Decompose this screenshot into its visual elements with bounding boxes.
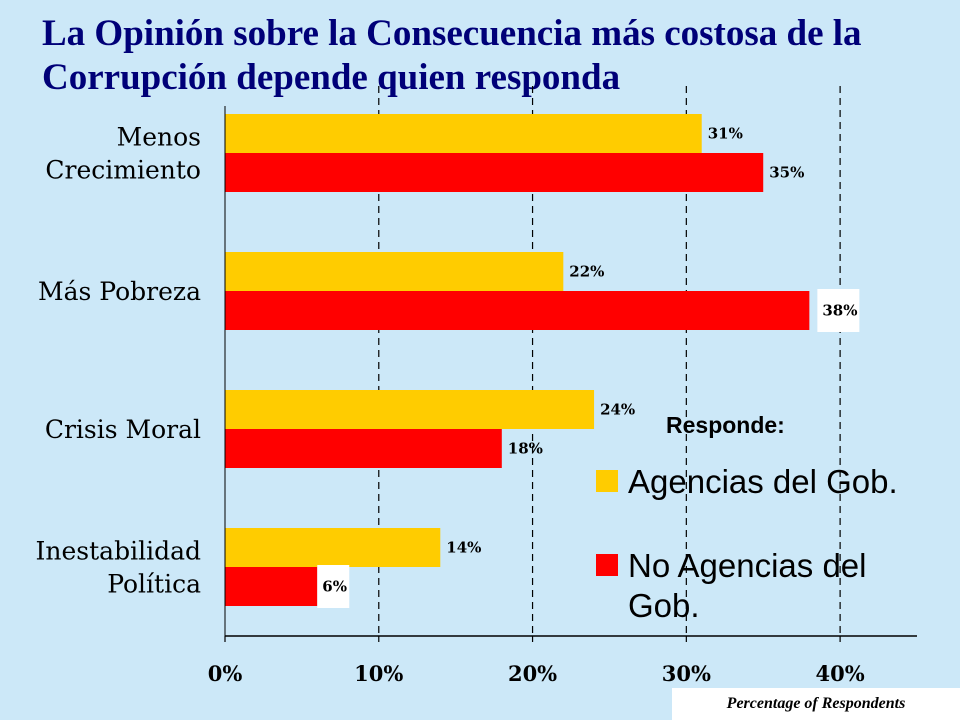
category-label-3: Inestabilidad Política: [36, 537, 202, 599]
legend-item-gov: Agencias del Gob.: [596, 462, 898, 502]
bar-s0-c0: [225, 114, 702, 153]
legend-item-nongov: No Agencias del Gob.: [596, 546, 898, 626]
legend-label-gov: Agencias del Gob.: [628, 463, 898, 500]
legend-title: Responde:: [666, 412, 785, 438]
value-label-s1-c1: 38%: [822, 302, 857, 320]
x-tick-label-2: 20%: [508, 661, 557, 686]
x-tick-label-4: 40%: [816, 661, 865, 686]
legend-swatch-gov: [596, 470, 618, 492]
value-label-s0-c1: 22%: [569, 263, 604, 281]
value-label-box-s1-c3: [317, 565, 350, 608]
bar-s0-c1: [225, 252, 564, 291]
legend-label-nongov: No Agencias del Gob.: [628, 547, 867, 624]
value-label-s0-c2: 24%: [600, 401, 635, 419]
category-label-1: Más Pobreza: [38, 277, 201, 306]
footnote: Percentage of Respondents: [672, 688, 960, 720]
value-label-s1-c2: 18%: [508, 440, 543, 458]
value-label-s0-c3: 14%: [446, 539, 481, 557]
category-label-0: Menos Crecimiento: [45, 123, 201, 185]
bar-s1-c1: [225, 291, 810, 330]
category-label-2: Crisis Moral: [45, 415, 201, 444]
x-tick-label-3: 30%: [662, 661, 711, 686]
value-label-s1-c0: 35%: [769, 164, 804, 182]
bar-s0-c2: [225, 390, 595, 429]
value-label-s0-c0: 31%: [708, 125, 743, 143]
legend-swatch-nongov: [596, 554, 618, 576]
x-tick-label-0: 0%: [208, 661, 243, 686]
bar-s0-c3: [225, 528, 441, 567]
chart-title: La Opinión sobre la Consecuencia más cos…: [42, 13, 862, 98]
bar-s1-c3: [225, 567, 318, 606]
value-label-s1-c3: 6%: [322, 578, 347, 596]
value-label-box-s1-c1: [817, 289, 860, 332]
bar-s1-c0: [225, 153, 764, 192]
bar-s1-c2: [225, 429, 502, 468]
x-tick-label-1: 10%: [354, 661, 403, 686]
